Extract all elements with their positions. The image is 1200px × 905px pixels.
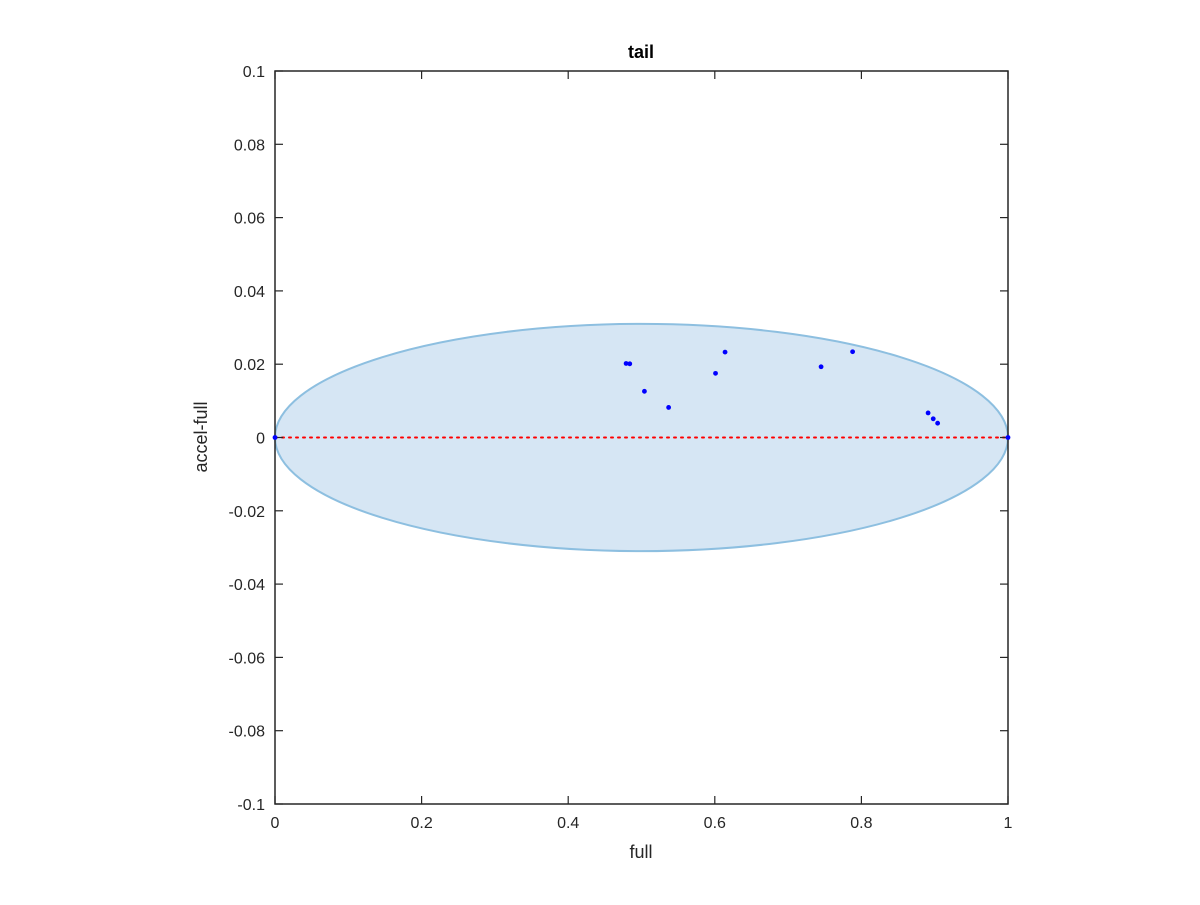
y-tick-label: 0 [256, 431, 265, 448]
x-tick-label: 0.4 [557, 815, 579, 832]
x-tick-label: 0 [271, 815, 280, 832]
data-point [850, 349, 856, 355]
y-tick-label: 0.1 [243, 64, 265, 81]
x-tick-label: 0.8 [850, 815, 872, 832]
data-point [627, 361, 633, 367]
y-tick-label: 0.08 [234, 137, 265, 154]
y-tick-label: 0.04 [234, 284, 265, 301]
data-point [623, 361, 629, 366]
y-tick-label: 0.02 [234, 357, 265, 374]
chart-title: tail [628, 42, 654, 62]
y-tick-label: -0.08 [229, 724, 266, 741]
x-axis-label: full [629, 842, 652, 862]
data-point [713, 370, 718, 376]
data-point [818, 364, 824, 370]
y-tick-label: -0.02 [229, 504, 266, 521]
data-point [272, 435, 278, 440]
data-point [722, 349, 728, 355]
data-point [666, 405, 672, 410]
x-tick-label: 0.6 [704, 815, 726, 832]
data-point [1005, 435, 1011, 440]
data-point [930, 416, 936, 422]
y-tick-label: 0.06 [234, 211, 265, 228]
y-axis-label: accel-full [191, 401, 211, 472]
x-tick-label: 1 [1004, 815, 1013, 832]
plot-area: 0 0.2 0.4 0.6 0.8 1 -0.1 -0.08 -0.06 -0.04 -0.02 0 0… [229, 64, 1013, 832]
data-point [925, 410, 931, 416]
y-tick-label: -0.1 [237, 797, 265, 814]
x-tick-label: 0.2 [410, 815, 432, 832]
data-point [935, 420, 941, 426]
y-tick-label: -0.06 [229, 650, 266, 667]
data-point [642, 388, 647, 394]
y-tick-label: -0.04 [229, 577, 266, 594]
